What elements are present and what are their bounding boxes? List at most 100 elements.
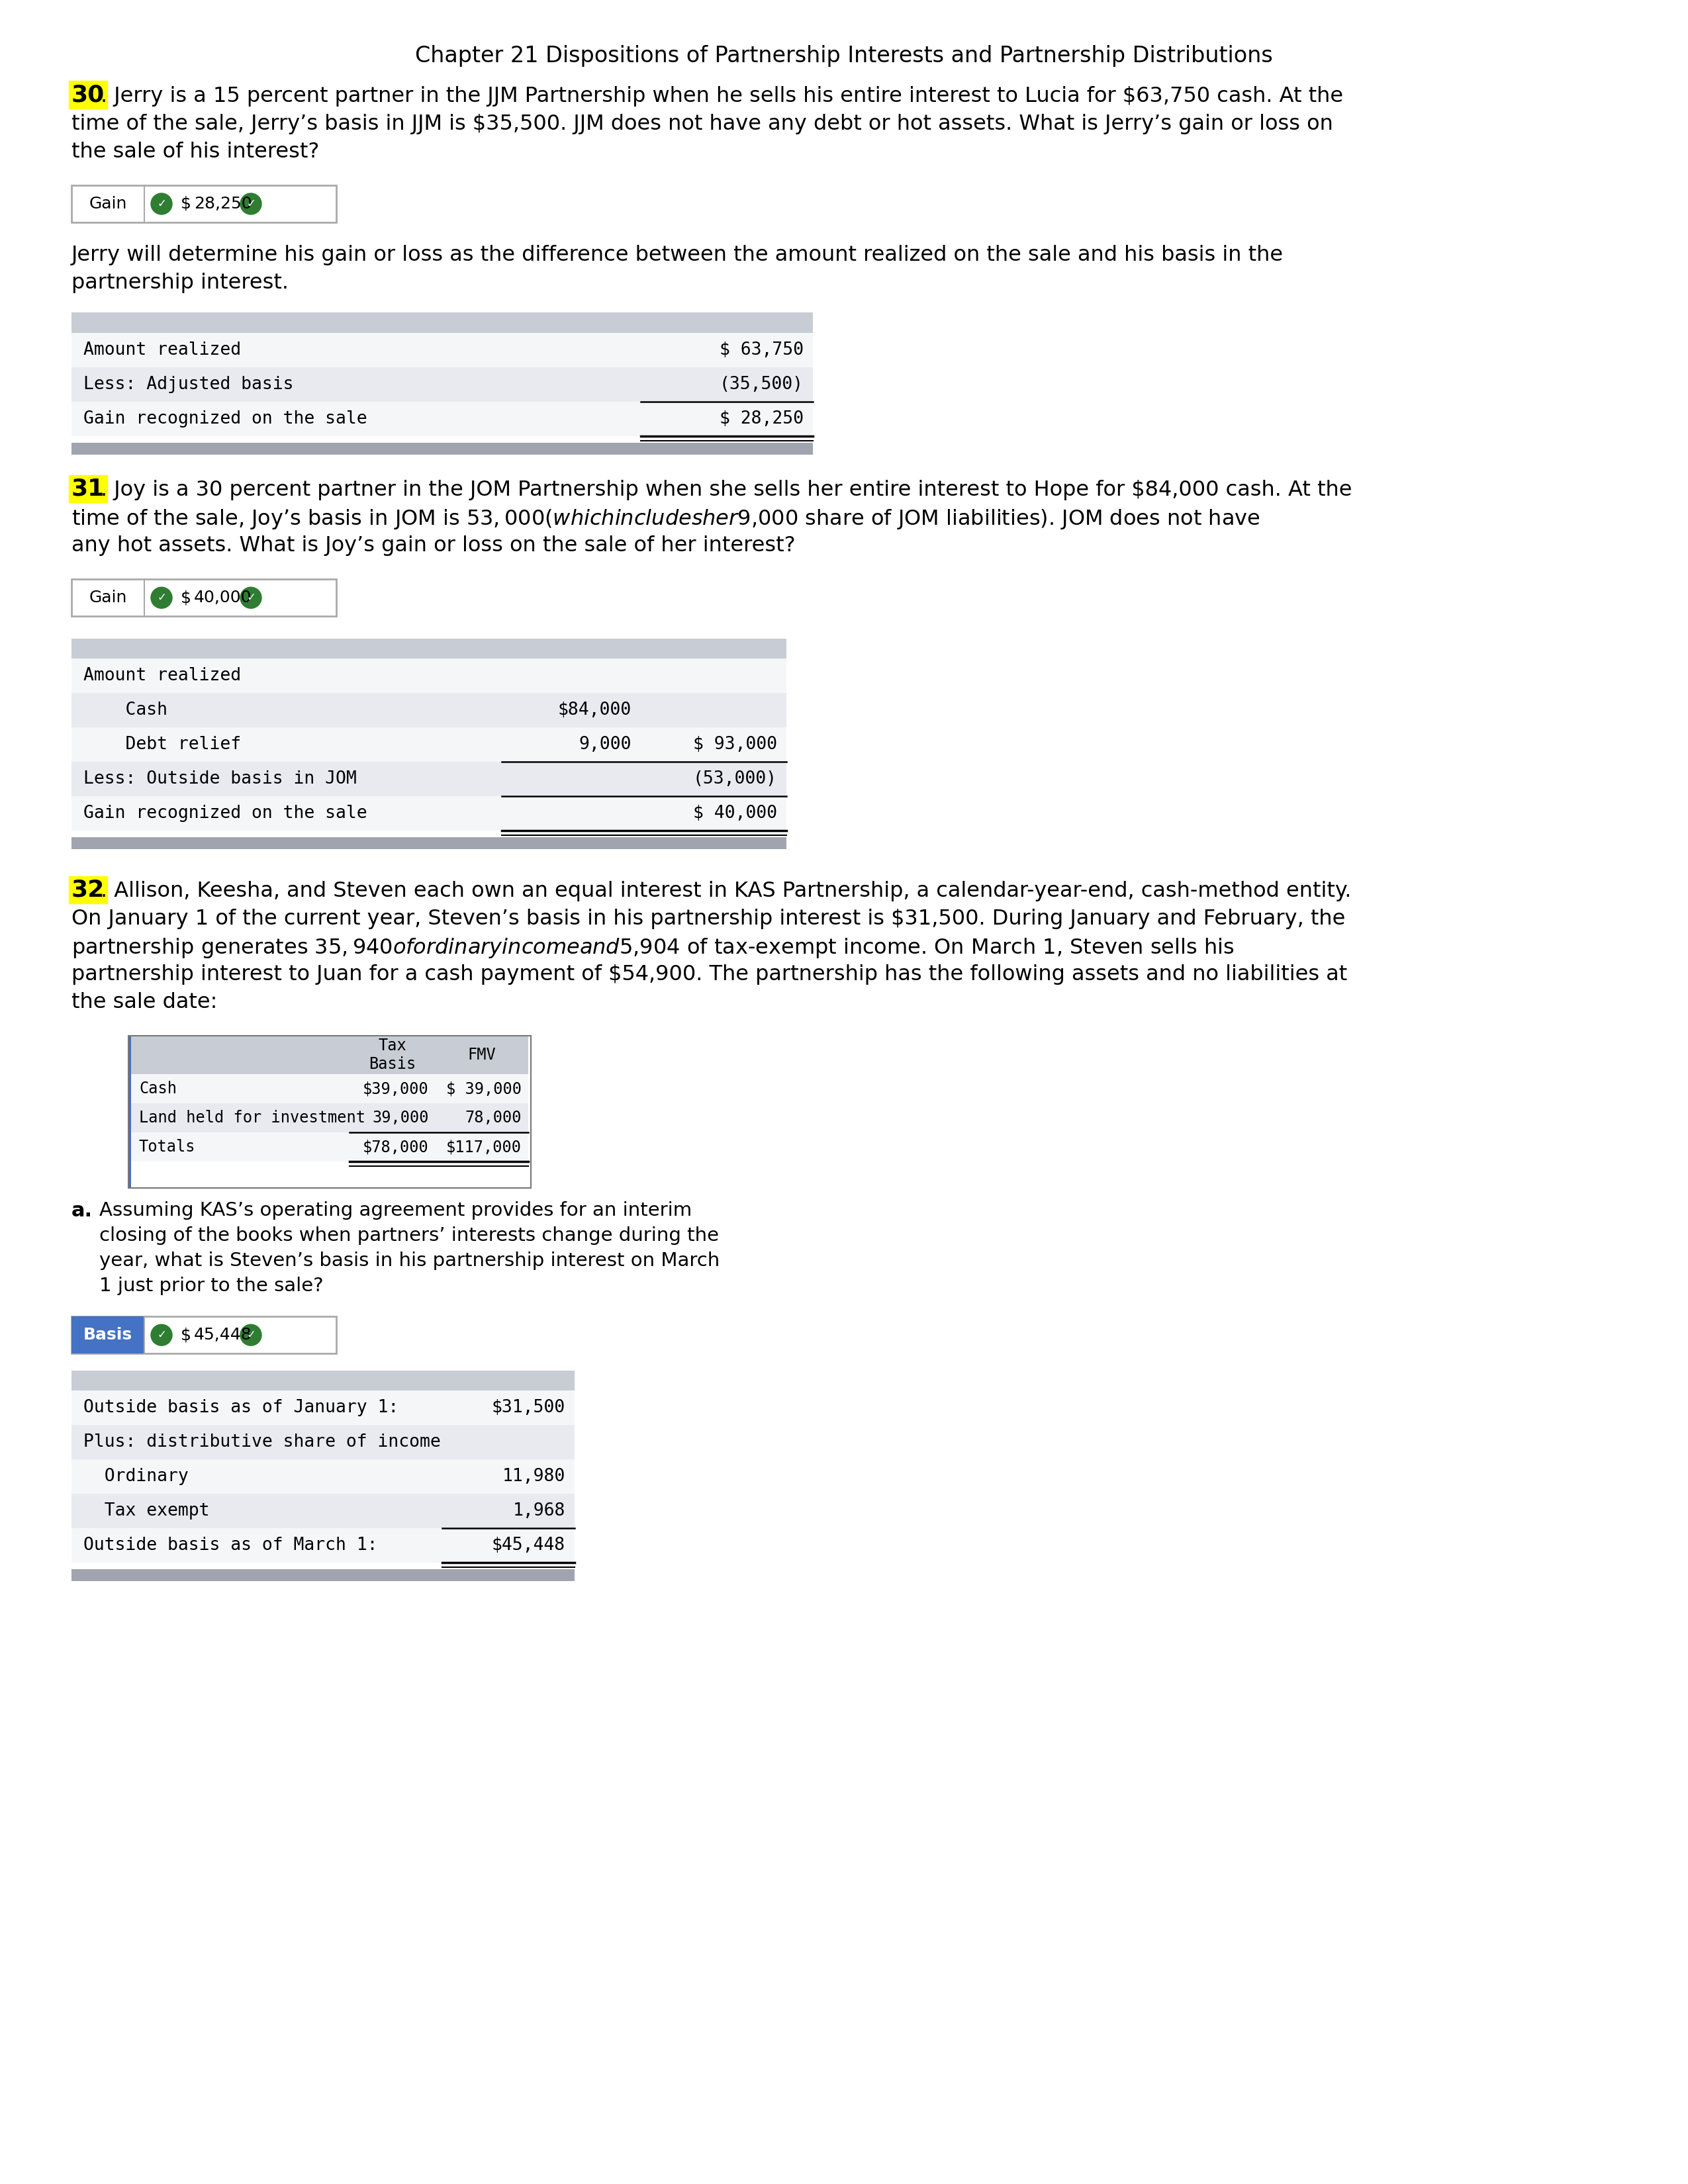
Text: Tax exempt: Tax exempt bbox=[83, 1503, 209, 1520]
Text: Gain recognized on the sale: Gain recognized on the sale bbox=[83, 411, 368, 428]
Circle shape bbox=[240, 192, 262, 214]
Text: the sale date:: the sale date: bbox=[71, 992, 218, 1013]
Text: time of the sale, Jerry’s basis in JJM is $35,500. JJM does not have any debt or: time of the sale, Jerry’s basis in JJM i… bbox=[71, 114, 1334, 135]
Text: 9,000: 9,000 bbox=[579, 736, 631, 753]
Text: closing of the books when partners’ interests change during the: closing of the books when partners’ inte… bbox=[100, 1227, 719, 1245]
Text: . Allison, Keesha, and Steven each own an equal interest in KAS Partnership, a c: . Allison, Keesha, and Steven each own a… bbox=[101, 880, 1352, 902]
Text: Amount realized: Amount realized bbox=[83, 668, 241, 684]
Text: 31: 31 bbox=[71, 478, 105, 500]
Text: . Joy is a 30 percent partner in the JOM Partnership when she sells her entire i: . Joy is a 30 percent partner in the JOM… bbox=[101, 480, 1352, 500]
Bar bbox=[132, 1103, 528, 1133]
Text: Plus: distributive share of income: Plus: distributive share of income bbox=[83, 1433, 441, 1450]
Bar bbox=[71, 312, 814, 332]
Bar bbox=[71, 579, 336, 616]
Text: 28,250: 28,250 bbox=[194, 197, 252, 212]
Text: FMV: FMV bbox=[468, 1046, 496, 1064]
Text: . Jerry is a 15 percent partner in the JJM Partnership when he sells his entire : . Jerry is a 15 percent partner in the J… bbox=[101, 85, 1344, 107]
Bar bbox=[71, 367, 814, 402]
Text: Gain: Gain bbox=[89, 197, 127, 212]
Text: ✓: ✓ bbox=[157, 592, 165, 603]
Text: Outside basis as of January 1:: Outside basis as of January 1: bbox=[83, 1400, 398, 1417]
Text: Totals: Totals bbox=[138, 1140, 196, 1155]
Text: ✓: ✓ bbox=[246, 199, 255, 210]
Text: Cash: Cash bbox=[83, 701, 167, 719]
Text: Gain recognized on the sale: Gain recognized on the sale bbox=[83, 806, 368, 821]
Text: Tax
Basis: Tax Basis bbox=[370, 1037, 417, 1072]
Text: $31,500: $31,500 bbox=[491, 1400, 565, 1417]
Circle shape bbox=[240, 587, 262, 609]
Text: $45,448: $45,448 bbox=[491, 1538, 565, 1555]
Bar bbox=[132, 1035, 528, 1075]
Text: Gain: Gain bbox=[89, 590, 127, 605]
Bar bbox=[71, 186, 336, 223]
Bar bbox=[71, 1494, 574, 1529]
Text: 78,000: 78,000 bbox=[464, 1109, 522, 1127]
Text: (53,000): (53,000) bbox=[694, 771, 776, 788]
Text: 30: 30 bbox=[71, 83, 105, 105]
Text: 45,448: 45,448 bbox=[194, 1328, 252, 1343]
Bar bbox=[71, 1424, 574, 1459]
Text: Basis: Basis bbox=[83, 1328, 132, 1343]
Text: Assuming KAS’s operating agreement provides for an interim: Assuming KAS’s operating agreement provi… bbox=[100, 1201, 692, 1221]
Bar bbox=[128, 1035, 532, 1188]
Bar bbox=[71, 762, 787, 797]
Text: 11,980: 11,980 bbox=[503, 1468, 565, 1485]
Bar bbox=[128, 1035, 132, 1188]
Text: Less: Outside basis in JOM: Less: Outside basis in JOM bbox=[83, 771, 356, 788]
Bar bbox=[132, 1075, 528, 1103]
Text: $: $ bbox=[181, 590, 191, 605]
Text: ✓: ✓ bbox=[157, 1330, 165, 1341]
Bar bbox=[71, 1372, 574, 1391]
Bar bbox=[71, 332, 814, 367]
Text: On January 1 of the current year, Steven’s basis in his partnership interest is : On January 1 of the current year, Steven… bbox=[71, 909, 1345, 930]
Text: $ 93,000: $ 93,000 bbox=[694, 736, 776, 753]
Bar bbox=[71, 1570, 574, 1581]
Text: any hot assets. What is Joy’s gain or loss on the sale of her interest?: any hot assets. What is Joy’s gain or lo… bbox=[71, 535, 795, 557]
Text: $78,000: $78,000 bbox=[363, 1140, 429, 1155]
Text: 1,968: 1,968 bbox=[513, 1503, 565, 1520]
Circle shape bbox=[150, 192, 172, 214]
Text: partnership interest.: partnership interest. bbox=[71, 273, 289, 293]
Text: $39,000: $39,000 bbox=[363, 1081, 429, 1096]
Text: year, what is Steven’s basis in his partnership interest on March: year, what is Steven’s basis in his part… bbox=[100, 1251, 719, 1271]
Text: (35,500): (35,500) bbox=[719, 376, 803, 393]
Bar bbox=[71, 1317, 336, 1354]
Text: $ 39,000: $ 39,000 bbox=[446, 1081, 522, 1096]
Bar bbox=[71, 692, 787, 727]
Text: $: $ bbox=[181, 197, 191, 212]
Text: partnership interest to Juan for a cash payment of $54,900. The partnership has : partnership interest to Juan for a cash … bbox=[71, 965, 1347, 985]
Circle shape bbox=[150, 1324, 172, 1345]
Text: $84,000: $84,000 bbox=[559, 701, 631, 719]
Text: Cash: Cash bbox=[138, 1081, 177, 1096]
Bar bbox=[71, 1529, 574, 1564]
Text: 1 just prior to the sale?: 1 just prior to the sale? bbox=[100, 1278, 324, 1295]
Text: Outside basis as of March 1:: Outside basis as of March 1: bbox=[83, 1538, 378, 1555]
Text: $ 63,750: $ 63,750 bbox=[719, 341, 803, 358]
Text: Land held for investment: Land held for investment bbox=[138, 1109, 365, 1127]
Bar bbox=[71, 638, 787, 660]
Bar bbox=[71, 402, 814, 437]
Bar bbox=[71, 660, 787, 692]
Bar bbox=[71, 727, 787, 762]
Circle shape bbox=[240, 1324, 262, 1345]
Text: partnership generates $35,940 of ordinary income and $5,904 of tax-exempt income: partnership generates $35,940 of ordinar… bbox=[71, 937, 1234, 959]
Text: ✓: ✓ bbox=[157, 199, 165, 210]
Bar bbox=[71, 443, 814, 454]
Bar bbox=[71, 1317, 143, 1354]
Text: $ 40,000: $ 40,000 bbox=[694, 806, 776, 821]
Bar bbox=[71, 797, 787, 830]
Text: a.: a. bbox=[71, 1201, 93, 1221]
Bar bbox=[132, 1133, 528, 1162]
Text: Ordinary: Ordinary bbox=[83, 1468, 189, 1485]
Circle shape bbox=[150, 587, 172, 609]
Text: ✓: ✓ bbox=[246, 592, 255, 603]
Text: 39,000: 39,000 bbox=[373, 1109, 429, 1127]
Text: 32: 32 bbox=[71, 878, 105, 900]
Text: Less: Adjusted basis: Less: Adjusted basis bbox=[83, 376, 294, 393]
Text: time of the sale, Joy’s basis in JOM is $53,000 (which includes her $9,000 share: time of the sale, Joy’s basis in JOM is … bbox=[71, 507, 1261, 531]
Bar bbox=[71, 836, 787, 850]
Text: Amount realized: Amount realized bbox=[83, 341, 241, 358]
Text: 40,000: 40,000 bbox=[194, 590, 252, 605]
Text: Jerry will determine his gain or loss as the difference between the amount reali: Jerry will determine his gain or loss as… bbox=[71, 245, 1283, 266]
Bar bbox=[71, 1459, 574, 1494]
